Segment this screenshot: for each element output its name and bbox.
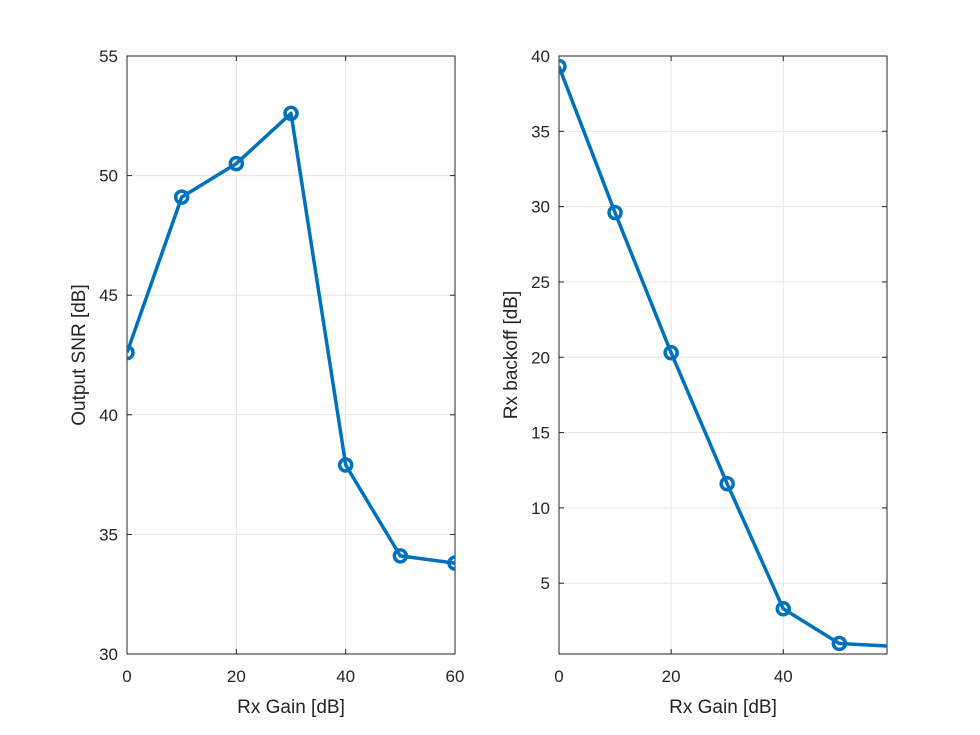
y-axis-label: Rx backoff [dB] xyxy=(501,291,522,420)
y-tick-label: 35 xyxy=(99,525,118,544)
y-tick-label: 50 xyxy=(99,167,118,186)
y-tick-label: 10 xyxy=(531,499,550,518)
y-axis-label: Output SNR [dB] xyxy=(69,284,90,426)
data-point xyxy=(607,204,623,221)
x-tick-label: 20 xyxy=(227,667,246,686)
series-line xyxy=(559,65,887,648)
plot-output-snr: 0 20 40 60 30 35 40 45 50 55 Rx Gain [dB] Output SN… xyxy=(69,47,464,718)
x-tick-label: 20 xyxy=(662,667,681,686)
plot-rx-backoff: 0 20 40 5 10 15 20 25 30 35 40 Rx Gain [dB] Rx backo… xyxy=(501,47,888,718)
y-tick-label: 45 xyxy=(99,286,118,305)
data-point xyxy=(559,58,567,75)
y-tick-label: 30 xyxy=(99,645,118,664)
y-tick-label: 5 xyxy=(541,574,550,593)
y-tick-label: 40 xyxy=(99,406,118,425)
data-point xyxy=(775,601,792,617)
data-point xyxy=(392,548,409,564)
data-point xyxy=(663,344,679,361)
data-point xyxy=(283,105,299,122)
x-tick-label: 0 xyxy=(122,667,131,686)
data-point xyxy=(447,555,455,571)
y-tick-label: 30 xyxy=(531,198,550,217)
x-tick-label: 60 xyxy=(446,667,465,686)
data-point xyxy=(719,476,735,492)
data-point xyxy=(173,189,190,205)
data-layer xyxy=(559,58,887,652)
axes-background xyxy=(127,56,455,654)
y-tick-label: 20 xyxy=(531,348,550,367)
data-point xyxy=(127,344,135,361)
y-tick-label: 15 xyxy=(531,424,550,443)
x-axis-label: Rx Gain [dB] xyxy=(237,697,345,718)
x-tick-label: 0 xyxy=(554,667,563,686)
x-tick-label: 40 xyxy=(336,667,355,686)
series-line xyxy=(127,111,455,565)
data-layer xyxy=(127,105,455,571)
y-tick-label: 40 xyxy=(531,47,550,66)
y-tick-label: 55 xyxy=(99,47,118,66)
data-point xyxy=(831,635,848,652)
y-tick-label: 25 xyxy=(531,273,550,292)
axes-box xyxy=(126,55,456,655)
data-point xyxy=(228,155,245,172)
x-axis-label: Rx Gain [dB] xyxy=(669,697,777,718)
data-point xyxy=(337,457,354,473)
y-tick-label: 35 xyxy=(531,122,550,141)
x-tick-label: 40 xyxy=(774,667,793,686)
axes-box xyxy=(558,55,888,655)
axes-background xyxy=(559,56,887,654)
